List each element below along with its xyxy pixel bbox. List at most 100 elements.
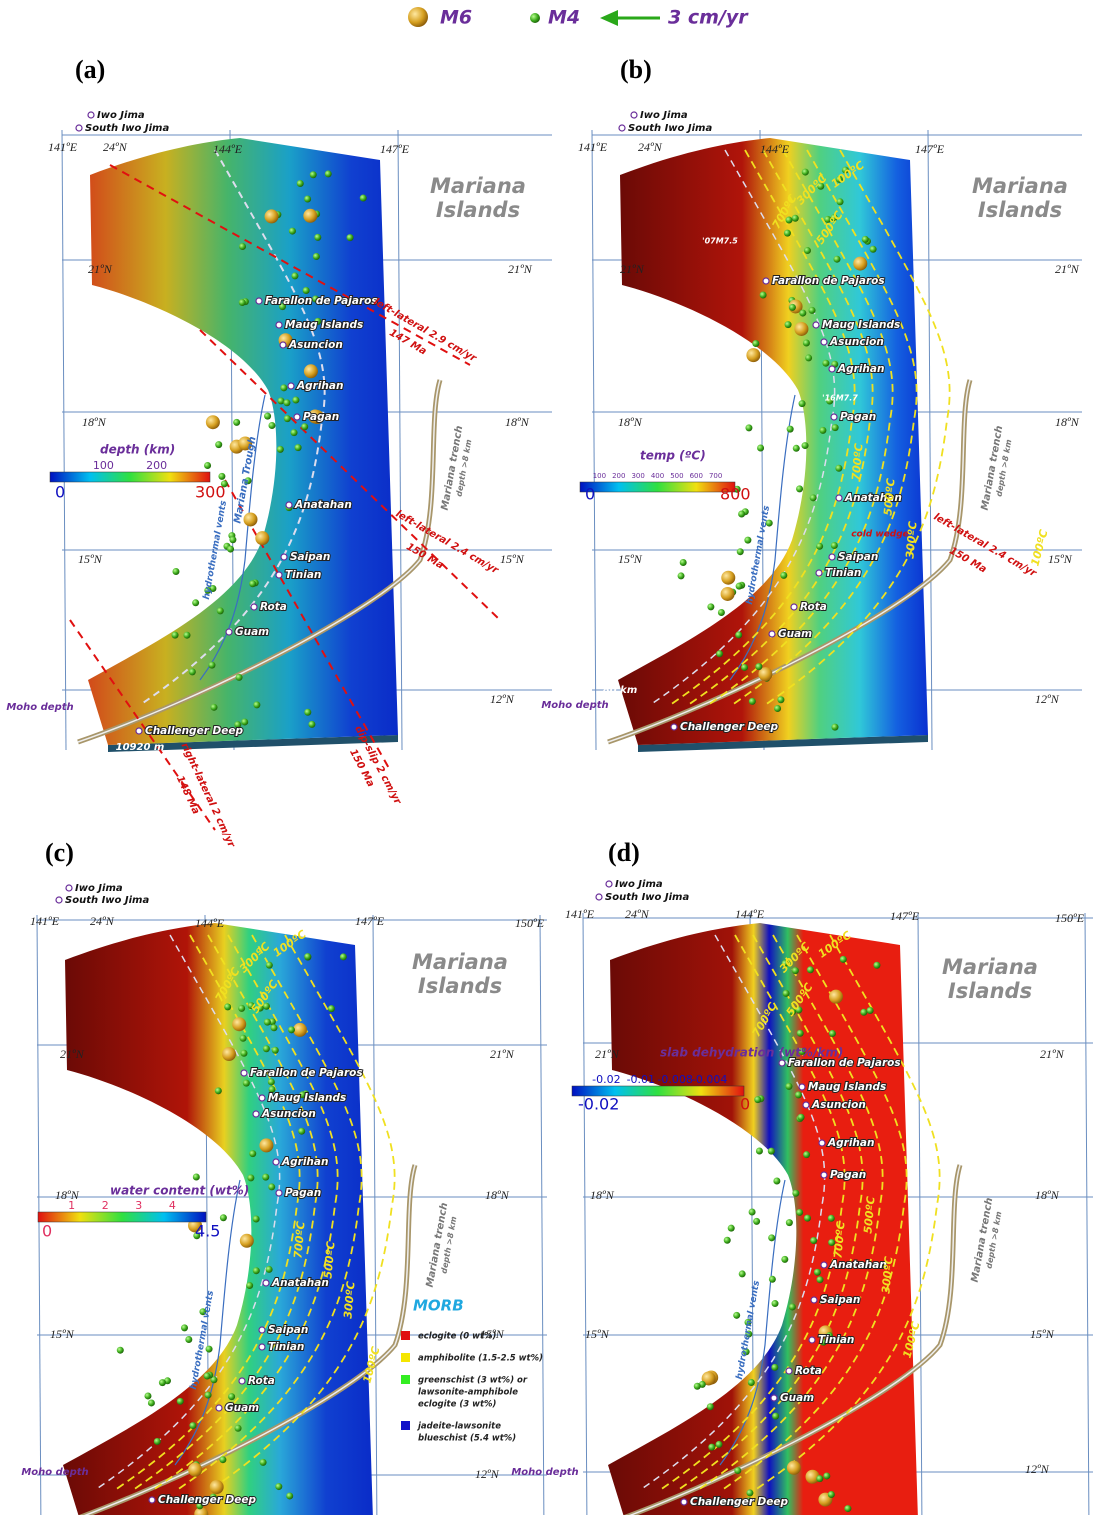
- seismic-event: [303, 209, 317, 223]
- region-label: Islands: [436, 198, 520, 222]
- seismic-event: [222, 1047, 236, 1061]
- graticule-label: 24ºN: [625, 907, 650, 921]
- graticule: [918, 913, 922, 1515]
- seismic-event: [224, 1003, 231, 1010]
- place-marker: [273, 1159, 279, 1165]
- seismic-event: [805, 354, 812, 361]
- seismic-event: [802, 442, 809, 449]
- morb-title: MORB: [413, 1297, 464, 1315]
- place-marker: [288, 383, 294, 389]
- seismic-event: [769, 1276, 776, 1283]
- seismic-event: [768, 1234, 775, 1241]
- graticule-label: 12ºN: [475, 1467, 500, 1481]
- seismic-event: [189, 1422, 196, 1429]
- seismic-event: [831, 724, 838, 731]
- seismic-event: [206, 415, 220, 429]
- seismic-event: [238, 1005, 245, 1012]
- colorbar-min: -0.02: [578, 1095, 619, 1114]
- seismic-event: [262, 1174, 269, 1181]
- seismic-event: [680, 559, 687, 566]
- slab-map: [70, 138, 500, 830]
- place-marker: [226, 629, 232, 635]
- graticule-label: 21ºN: [620, 262, 645, 276]
- seismic-event: [243, 512, 257, 526]
- place-marker: [829, 366, 835, 372]
- graticule-label: 18ºN: [505, 415, 530, 429]
- seismic-event: [249, 580, 256, 587]
- morb-item: lawsonite-amphibole: [418, 1388, 518, 1398]
- panel: (d)MarianaIslands141ºE24ºN144ºE147ºE150º…: [511, 838, 1093, 1515]
- annotation: 80 km: [548, 1450, 582, 1461]
- place-marker: [786, 1368, 792, 1374]
- graticule: [1085, 913, 1089, 1515]
- graticule-label: 12ºN: [1025, 1462, 1050, 1476]
- seismic-event: [756, 1147, 763, 1154]
- graticule-label: 150ºE: [1055, 911, 1085, 925]
- graticule-label: 21ºN: [60, 1047, 85, 1061]
- seismic-event: [774, 705, 781, 712]
- graticule-label: 141ºE: [48, 140, 78, 154]
- place-label: Tinian: [825, 567, 861, 579]
- morb-swatch: [401, 1331, 410, 1340]
- place-marker: [809, 1337, 815, 1343]
- slab-map: [598, 923, 960, 1515]
- seismic-event: [268, 1183, 275, 1190]
- place-label: Iwo Jima: [97, 110, 145, 121]
- place-marker: [281, 554, 287, 560]
- seismic-event: [748, 1379, 755, 1386]
- seismic-event: [239, 299, 246, 306]
- place-marker: [56, 897, 62, 903]
- colorbar-max: 4.5: [195, 1222, 220, 1241]
- place-marker: [596, 894, 602, 900]
- seismic-event: [235, 1425, 242, 1432]
- seismic-event: [148, 1399, 155, 1406]
- seismic-event: [215, 441, 222, 448]
- colorbar-tick: 600: [690, 472, 703, 480]
- place-marker: [821, 1262, 827, 1268]
- place-label: Anatahan: [294, 499, 352, 511]
- seismic-event: [807, 966, 814, 973]
- seismic-event: [211, 704, 218, 711]
- place-marker: [821, 339, 827, 345]
- seismic-event: [733, 1312, 740, 1319]
- seismic-event: [208, 662, 215, 669]
- graticule-label: 24ºN: [90, 914, 115, 928]
- graticule-label: 18ºN: [1055, 415, 1080, 429]
- place-marker: [619, 125, 625, 131]
- place-label: Agrihan: [837, 363, 884, 375]
- legend-label: M4: [548, 7, 580, 29]
- seismic-event: [227, 546, 234, 553]
- place-label: Asuncion: [261, 1108, 316, 1120]
- seismic-event: [832, 424, 839, 431]
- morb-item: greenschist (3 wt%) or: [418, 1376, 528, 1386]
- place-marker: [136, 728, 142, 734]
- seismic-event: [829, 1030, 836, 1037]
- graticule-label: 147ºE: [380, 142, 410, 156]
- place-label: Challenger Deep: [145, 725, 243, 737]
- graticule-label: 15ºN: [585, 1327, 610, 1341]
- seismic-event: [263, 1045, 270, 1052]
- seismic-event: [253, 1267, 260, 1274]
- graticule-label: 21ºN: [1055, 262, 1080, 276]
- place-label: Maug Islands: [822, 319, 900, 331]
- seismic-event: [266, 1266, 273, 1273]
- panel-label: (a): [75, 55, 105, 84]
- place-marker: [811, 1297, 817, 1303]
- legend-label: 3 cm/yr: [668, 7, 749, 29]
- seismic-event: [117, 1347, 124, 1354]
- place-marker: [816, 570, 822, 576]
- colorbar-min: 0: [55, 483, 65, 502]
- seismic-event: [253, 701, 260, 708]
- place-label: Pagan: [830, 1169, 866, 1181]
- colorbar-tick: 2: [102, 1199, 109, 1212]
- seismic-event: [768, 1148, 775, 1155]
- seismic-event: [236, 674, 243, 681]
- legend: M6 M4 3 cm/yr: [408, 7, 749, 29]
- graticule-label: 150ºE: [515, 916, 545, 930]
- seismic-event: [210, 1480, 224, 1494]
- place-label: Challenger Deep: [690, 1496, 788, 1508]
- seismic-event: [772, 1413, 779, 1420]
- panels: (a)MarianaIslands141ºE24ºN144ºE147ºE21ºN…: [6, 55, 1093, 1515]
- seismic-event: [803, 339, 810, 346]
- place-marker: [276, 572, 282, 578]
